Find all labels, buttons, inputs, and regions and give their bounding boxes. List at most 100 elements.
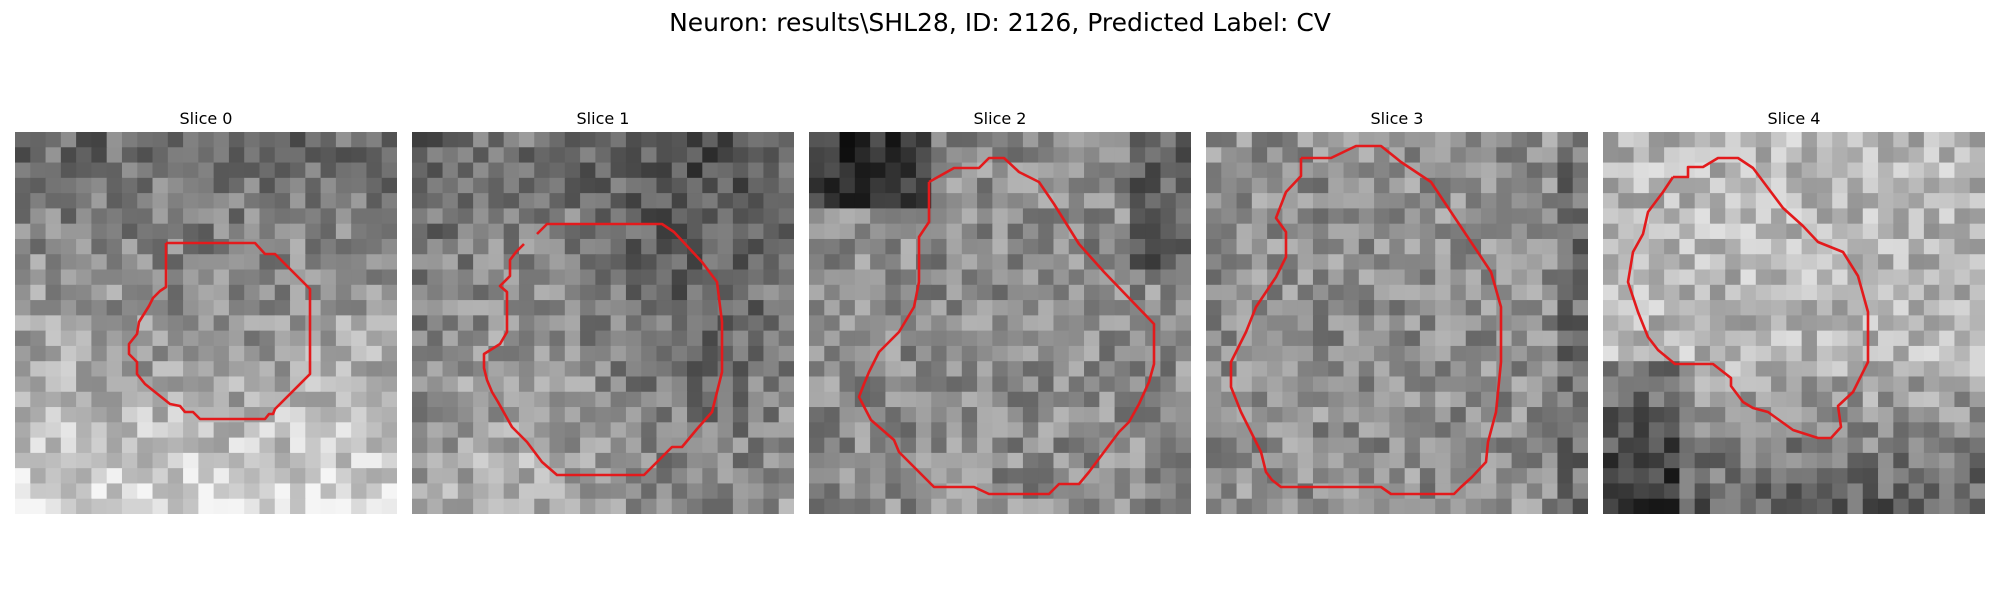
image-pixel: [625, 208, 642, 225]
image-pixel: [961, 132, 978, 148]
image-pixel: [1343, 254, 1360, 271]
image-pixel: [259, 345, 276, 362]
image-pixel: [1374, 223, 1390, 240]
image-pixel: [427, 315, 444, 332]
image-pixel: [427, 223, 444, 240]
image-pixel: [1862, 132, 1879, 148]
image-pixel: [30, 147, 47, 164]
image-pixel: [1435, 254, 1452, 271]
image-pixel: [1160, 132, 1177, 148]
image-pixel: [137, 437, 154, 454]
image-pixel: [1496, 238, 1513, 255]
image-pixel: [1923, 376, 1940, 393]
image-pixel: [442, 483, 459, 500]
image-pixel: [580, 193, 596, 209]
image-pixel: [290, 422, 306, 439]
image-pixel: [702, 193, 719, 209]
image-pixel: [457, 483, 474, 500]
image-pixel: [549, 162, 566, 179]
image-pixel: [121, 330, 138, 347]
image-pixel: [1038, 330, 1055, 347]
image-pixel: [595, 223, 612, 240]
image-pixel: [1954, 452, 1971, 469]
image-pixel: [1771, 254, 1787, 271]
image-pixel: [106, 407, 123, 423]
image-pixel: [900, 437, 917, 454]
image-pixel: [564, 452, 581, 469]
image-pixel: [885, 391, 902, 408]
image-pixel: [1404, 483, 1421, 500]
image-pixel: [1007, 193, 1024, 209]
image-pixel: [1022, 498, 1039, 514]
image-pixel: [290, 238, 306, 255]
image-pixel: [1145, 452, 1162, 469]
image-pixel: [1893, 208, 1910, 225]
image-pixel: [656, 162, 673, 179]
image-pixel: [1969, 330, 1985, 347]
image-pixel: [1084, 498, 1100, 514]
image-pixel: [1939, 193, 1956, 209]
image-pixel: [290, 483, 306, 500]
image-pixel: [1312, 132, 1329, 148]
image-pixel: [1389, 147, 1406, 164]
image-pixel: [595, 452, 612, 469]
image-pixel: [702, 177, 719, 194]
image-pixel: [687, 361, 703, 378]
image-pixel: [992, 422, 1009, 439]
image-pixel: [885, 452, 902, 469]
image-pixel: [366, 483, 383, 500]
image-pixel: [992, 254, 1009, 271]
image-pixel: [1511, 269, 1528, 286]
image-pixel: [91, 468, 108, 485]
image-pixel: [381, 147, 397, 164]
image-pixel: [961, 254, 978, 271]
image-pixel: [1664, 376, 1680, 393]
image-pixel: [595, 147, 612, 164]
image-pixel: [1206, 452, 1222, 469]
image-pixel: [1648, 330, 1665, 347]
image-pixel: [1206, 208, 1222, 225]
image-pixel: [732, 376, 749, 393]
image-pixel: [1709, 254, 1726, 271]
image-pixel: [1709, 391, 1726, 408]
image-pixel: [1740, 452, 1757, 469]
image-pixel: [1786, 345, 1803, 362]
image-pixel: [1694, 483, 1711, 500]
image-pixel: [1007, 330, 1024, 347]
image-pixel: [412, 468, 428, 485]
image-pixel: [1496, 147, 1513, 164]
image-pixel: [1755, 147, 1772, 164]
image-pixel: [427, 162, 444, 179]
image-pixel: [137, 468, 154, 485]
image-pixel: [305, 177, 322, 194]
image-pixel: [1007, 208, 1024, 225]
image-pixel: [1374, 315, 1390, 332]
image-pixel: [1312, 208, 1329, 225]
image-pixel: [656, 284, 673, 301]
image-pixel: [213, 254, 230, 271]
image-pixel: [1801, 147, 1818, 164]
image-pixel: [412, 147, 428, 164]
image-pixel: [1465, 284, 1482, 301]
image-pixel: [1801, 284, 1818, 301]
image-pixel: [488, 483, 505, 500]
image-pixel: [1786, 223, 1803, 240]
image-pixel: [1664, 284, 1680, 301]
image-pixel: [992, 483, 1009, 500]
image-pixel: [1878, 300, 1894, 316]
image-pixel: [809, 376, 825, 393]
image-pixel: [564, 147, 581, 164]
image-pixel: [748, 452, 765, 469]
image-pixel: [1557, 452, 1574, 469]
image-pixel: [518, 422, 535, 439]
image-pixel: [824, 147, 841, 164]
image-pixel: [1221, 193, 1238, 209]
image-pixel: [885, 422, 902, 439]
image-pixel: [1496, 162, 1513, 179]
image-pixel: [198, 452, 215, 469]
image-pixel: [1908, 147, 1925, 164]
image-pixel: [1328, 254, 1345, 271]
image-pixel: [1206, 300, 1222, 316]
image-pixel: [76, 452, 92, 469]
image-pixel: [1725, 208, 1742, 225]
